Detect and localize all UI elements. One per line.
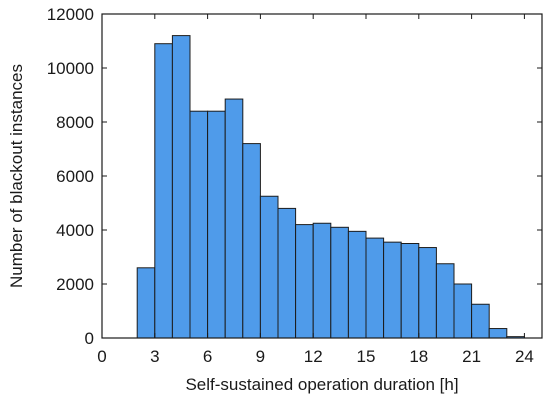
x-tick-label: 21 [462, 347, 481, 366]
histogram-bar [154, 43, 173, 339]
histogram-bar [330, 226, 349, 339]
histogram-bar [277, 207, 297, 339]
y-axis-ticks: 0 2000 4000 6000 8000 10000 12000 [47, 5, 542, 348]
histogram-bar [171, 35, 191, 339]
histogram-bar [242, 143, 261, 339]
x-tick-label: 24 [515, 347, 534, 366]
histogram-bar [488, 328, 508, 339]
x-tick-label: 12 [304, 347, 323, 366]
x-tick-label: 0 [97, 347, 106, 366]
histogram-bar [418, 247, 437, 339]
x-tick-label: 3 [150, 347, 159, 366]
x-tick-label: 15 [357, 347, 376, 366]
histogram-bar [224, 98, 244, 339]
y-tick-label: 0 [85, 329, 94, 348]
y-tick-label: 6000 [56, 167, 94, 186]
histogram-bar [295, 224, 314, 339]
histogram-bar [471, 303, 490, 339]
histogram-bars [136, 35, 525, 339]
x-tick-label: 6 [203, 347, 212, 366]
histogram-bar [435, 263, 455, 339]
y-tick-label: 2000 [56, 275, 94, 294]
y-tick-label: 10000 [47, 59, 94, 78]
y-tick-label: 4000 [56, 221, 94, 240]
histogram-bar [136, 267, 156, 339]
histogram-bar [312, 222, 332, 339]
histogram-bar [400, 243, 420, 339]
y-tick-label: 12000 [47, 5, 94, 24]
y-axis-label: Number of blackout instances [7, 64, 26, 288]
x-axis-ticks: 0 3 6 9 12 15 18 21 24 [97, 14, 534, 366]
x-tick-label: 9 [256, 347, 265, 366]
histogram-bar [453, 283, 473, 339]
histogram-bar [383, 241, 402, 339]
x-tick-label: 18 [409, 347, 428, 366]
histogram-bar [207, 110, 226, 339]
x-axis-label: Self-sustained operation duration [h] [185, 375, 458, 394]
histogram-bar [347, 230, 367, 339]
histogram-bar [189, 110, 209, 339]
histogram-bar [365, 237, 385, 339]
y-tick-label: 8000 [56, 113, 94, 132]
histogram-bar [259, 195, 279, 339]
